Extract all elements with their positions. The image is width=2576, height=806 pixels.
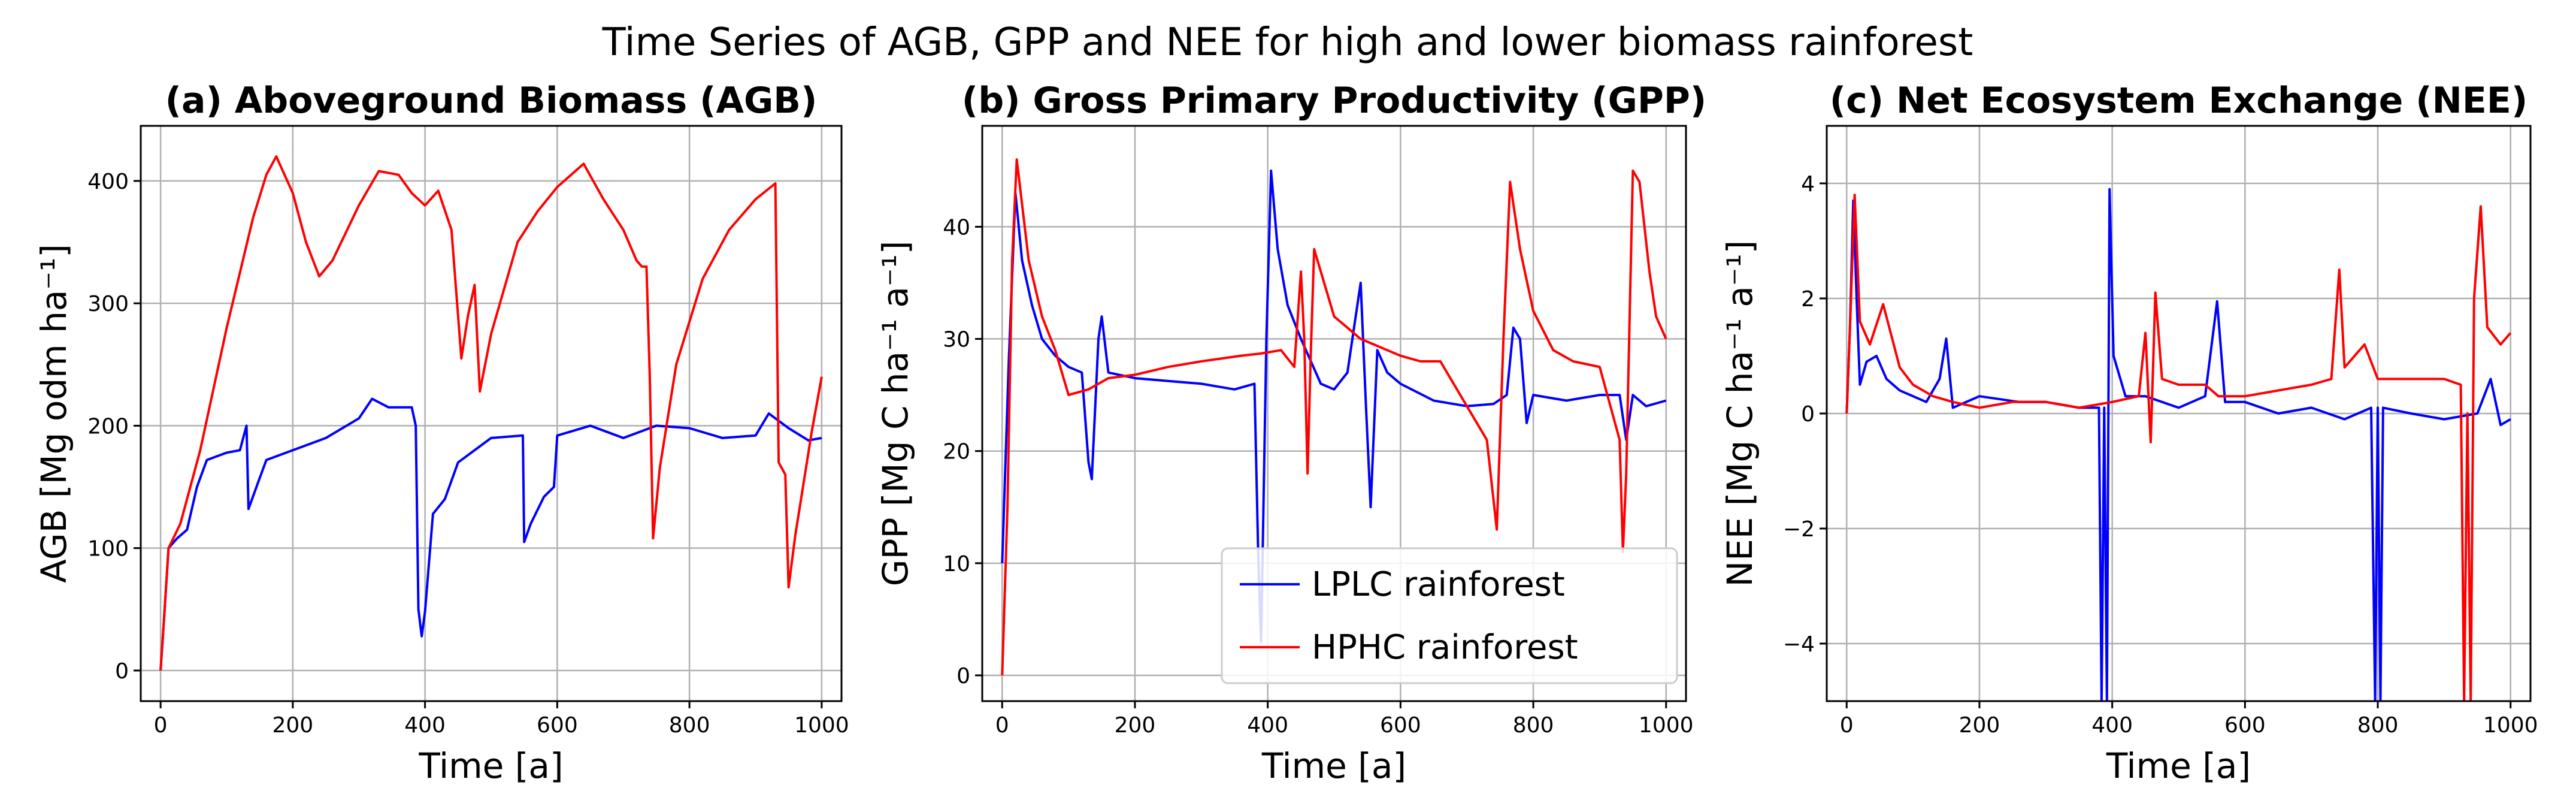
nee-xtick-label: 400 (2091, 713, 2133, 738)
gpp-xtick-label: 800 (1513, 713, 1554, 738)
agb-xtick-label: 600 (537, 713, 578, 738)
gpp-xtick-label: 1000 (1639, 713, 1694, 738)
gpp-axes-frame (981, 125, 1687, 702)
gpp-ytick-label: 40 (943, 215, 970, 240)
agb-ylabel: AGB [Mg odm ha⁻¹] (34, 244, 74, 583)
gpp-series-hphc (1001, 158, 1667, 676)
nee-ytick-label: 4 (1801, 172, 1815, 197)
gpp-xtick-label: 400 (1247, 713, 1288, 738)
agb-xtick-label: 800 (669, 713, 710, 738)
gpp-panel-title: (b) Gross Primary Productivity (GPP) (962, 80, 1706, 122)
nee-ylabel: NEE [Mg C ha⁻¹ a⁻¹] (1720, 240, 1760, 587)
nee-series-lplc (1845, 188, 2511, 701)
agb-xtick-label: 200 (273, 713, 314, 738)
agb-ytick-label: 300 (87, 292, 129, 316)
nee-panel-title: (c) Net Ecosystem Exchange (NEE) (1830, 80, 2528, 122)
legend-label-hphc: HPHC rainforest (1312, 628, 1578, 667)
nee-series-hphc (1845, 194, 2512, 701)
nee-ytick-label: 2 (1801, 287, 1815, 312)
gpp-ytick-label: 20 (943, 440, 970, 464)
agb-panel-title: (a) Aboveground Biomass (AGB) (165, 80, 818, 122)
panel-agb: 0 200 400 600 800 1000 0 100 200 300 400 (a) Aboveg… (34, 80, 849, 786)
agb-axes-frame (140, 125, 843, 702)
legend-label-lplc: LPLC rainforest (1312, 565, 1565, 604)
agb-ytick-label: 0 (115, 659, 129, 684)
nee-xtick-label: 800 (2357, 713, 2399, 738)
agb-ytick-label: 200 (87, 414, 129, 439)
gpp-xtick-label: 600 (1380, 713, 1421, 738)
agb-xtick-label: 1000 (794, 713, 849, 738)
legend: LPLC rainforest HPHC rainforest (1221, 547, 1678, 684)
agb-series-lplc (159, 397, 822, 671)
nee-xtick-label: 1000 (2483, 713, 2538, 738)
nee-xlabel: Time [a] (2106, 745, 2251, 786)
gpp-ytick-label: 30 (943, 328, 970, 352)
agb-series-hphc (159, 155, 823, 671)
figure-suptitle: Time Series of AGB, GPP and NEE for high… (602, 20, 1973, 65)
gpp-ylabel: GPP [Mg C ha⁻¹ a⁻¹] (875, 241, 916, 587)
gpp-ytick-label: 10 (943, 552, 970, 576)
gpp-series-lplc (1001, 169, 1667, 643)
agb-ytick-label: 100 (87, 537, 129, 562)
panel-nee: 0 200 400 600 800 1000 −4 −2 0 2 4 (c) Net Ecosyste… (1720, 80, 2538, 786)
agb-xlabel: Time [a] (418, 745, 563, 786)
nee-ytick-label: −4 (1783, 632, 1815, 657)
nee-xtick-label: 200 (1959, 713, 2000, 738)
legend-box (1221, 547, 1678, 684)
agb-ytick-label: 400 (87, 170, 129, 194)
nee-ytick-label: −2 (1783, 517, 1815, 542)
gpp-xtick-label: 0 (995, 713, 1009, 738)
agb-xtick-label: 400 (404, 713, 446, 738)
nee-xtick-label: 0 (1840, 713, 1854, 738)
gpp-xlabel: Time [a] (1261, 745, 1406, 786)
gpp-xtick-label: 200 (1115, 713, 1156, 738)
agb-xtick-label: 0 (154, 713, 168, 738)
gpp-ytick-label: 0 (956, 664, 970, 689)
nee-ytick-label: 0 (1801, 402, 1815, 427)
nee-xtick-label: 600 (2224, 713, 2266, 738)
